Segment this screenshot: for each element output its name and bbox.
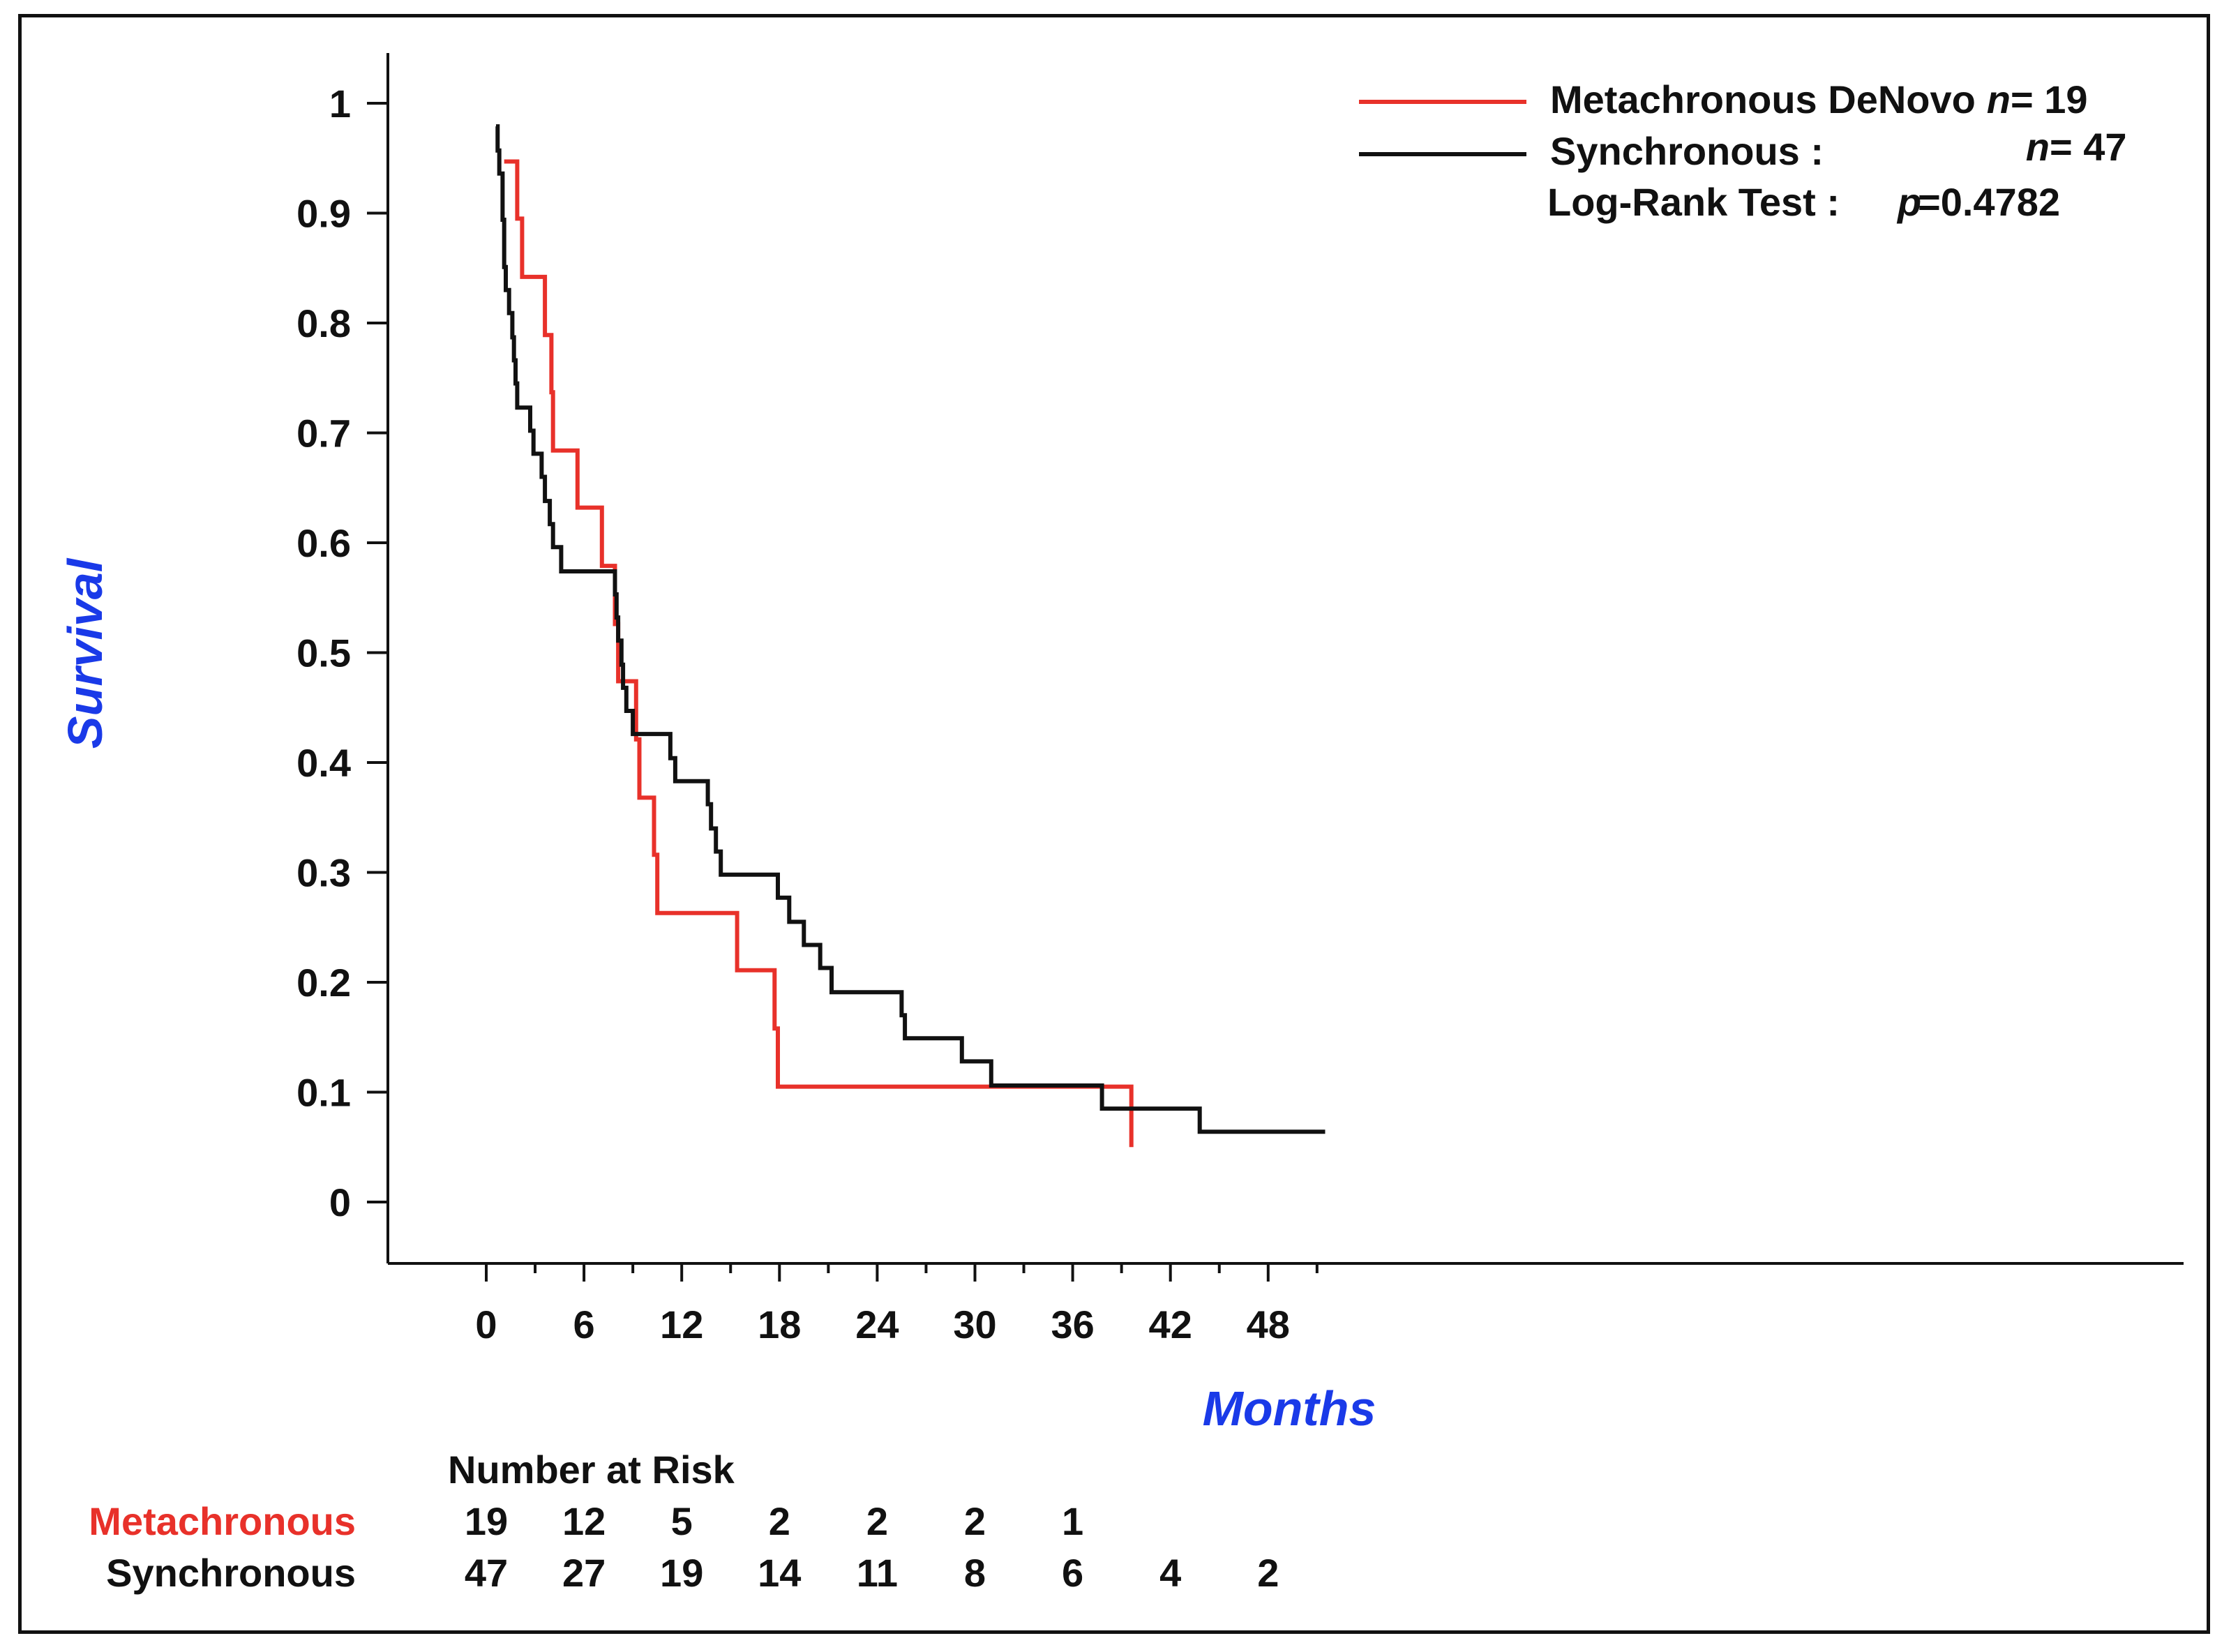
legend-n-value-metachronous: = 19 xyxy=(2011,77,2088,121)
risk-count: 47 xyxy=(465,1551,508,1595)
legend-n-value-synchronous: = 47 xyxy=(2050,125,2127,169)
y-tick-label: 0.2 xyxy=(296,961,351,1005)
y-tick-label: 0 xyxy=(329,1180,351,1224)
legend-n-metachronous: n xyxy=(1987,77,2011,121)
p-symbol: p xyxy=(1896,180,1921,224)
y-tick-label: 0.9 xyxy=(296,192,351,236)
legend-label-metachronous: Metachronous DeNovo xyxy=(1550,77,1976,121)
risk-count: 19 xyxy=(660,1551,703,1595)
x-tick-label: 12 xyxy=(660,1302,703,1346)
legend: Metachronous DeNovo n = 19 Synchronous :… xyxy=(1359,77,2127,224)
legend-n-symbol-synchronous: n xyxy=(2026,125,2050,169)
y-tick-label: 0.4 xyxy=(296,741,351,785)
x-tick-label: 18 xyxy=(758,1302,801,1346)
number-at-risk-table: Number at Risk Metachronous Synchronous … xyxy=(89,1448,1279,1595)
y-tick-label: 0.8 xyxy=(296,301,351,345)
figure-frame xyxy=(18,14,2210,1634)
x-axis-ticks: 0 6 12 18 24 30 36 42 48 xyxy=(475,1263,1319,1346)
risk-count: 6 xyxy=(1062,1551,1083,1595)
risk-count: 5 xyxy=(671,1499,693,1543)
risk-table-title: Number at Risk xyxy=(448,1448,735,1492)
risk-count: 4 xyxy=(1159,1551,1181,1595)
y-tick-label: 0.1 xyxy=(296,1071,351,1115)
risk-count: 2 xyxy=(769,1499,790,1543)
x-tick-label: 6 xyxy=(573,1302,595,1346)
survival-curve-metachronous xyxy=(504,159,1134,1148)
x-axis-title: Months xyxy=(1203,1381,1376,1436)
y-tick-label: 0.7 xyxy=(296,412,351,456)
risk-row-label-metachronous: Metachronous xyxy=(89,1499,356,1543)
legend-n-synchronous: n xyxy=(2026,125,2050,169)
risk-count: 2 xyxy=(964,1499,986,1543)
logrank-label: Log-Rank Test : xyxy=(1547,180,1840,224)
y-tick-label: 1 xyxy=(329,82,351,126)
legend-label-synchronous: Synchronous : xyxy=(1550,129,1824,173)
legend-n-symbol-metachronous: n xyxy=(1987,77,2011,121)
risk-count: 2 xyxy=(1257,1551,1279,1595)
risk-count: 19 xyxy=(465,1499,508,1543)
y-axis-title: Survival xyxy=(58,557,112,749)
x-tick-label: 24 xyxy=(855,1302,899,1346)
y-tick-label: 0.5 xyxy=(296,631,351,675)
survival-curve-synchronous xyxy=(495,124,1325,1134)
x-tick-label: 30 xyxy=(953,1302,996,1346)
risk-count: 14 xyxy=(758,1551,801,1595)
risk-count: 1 xyxy=(1062,1499,1083,1543)
x-tick-label: 42 xyxy=(1149,1302,1192,1346)
risk-count: 12 xyxy=(562,1499,606,1543)
y-axis-ticks: 0 0.1 0.2 0.3 0.4 0.5 0.6 0.7 0.8 0.9 1 xyxy=(296,82,388,1224)
risk-count: 11 xyxy=(857,1551,898,1595)
risk-table-values: 19 12 5 2 2 2 1 47 27 19 14 11 8 6 4 2 xyxy=(465,1499,1279,1595)
x-tick-label: 0 xyxy=(475,1302,497,1346)
risk-count: 2 xyxy=(866,1499,888,1543)
y-tick-label: 0.6 xyxy=(296,521,351,565)
y-tick-label: 0.3 xyxy=(296,851,351,895)
x-tick-label: 36 xyxy=(1051,1302,1094,1346)
x-tick-label: 48 xyxy=(1247,1302,1290,1346)
p-value: =0.4782 xyxy=(1918,180,2060,224)
risk-row-label-synchronous: Synchronous xyxy=(106,1551,356,1595)
risk-count: 8 xyxy=(964,1551,986,1595)
risk-count: 27 xyxy=(562,1551,606,1595)
survival-curves xyxy=(495,124,1325,1148)
